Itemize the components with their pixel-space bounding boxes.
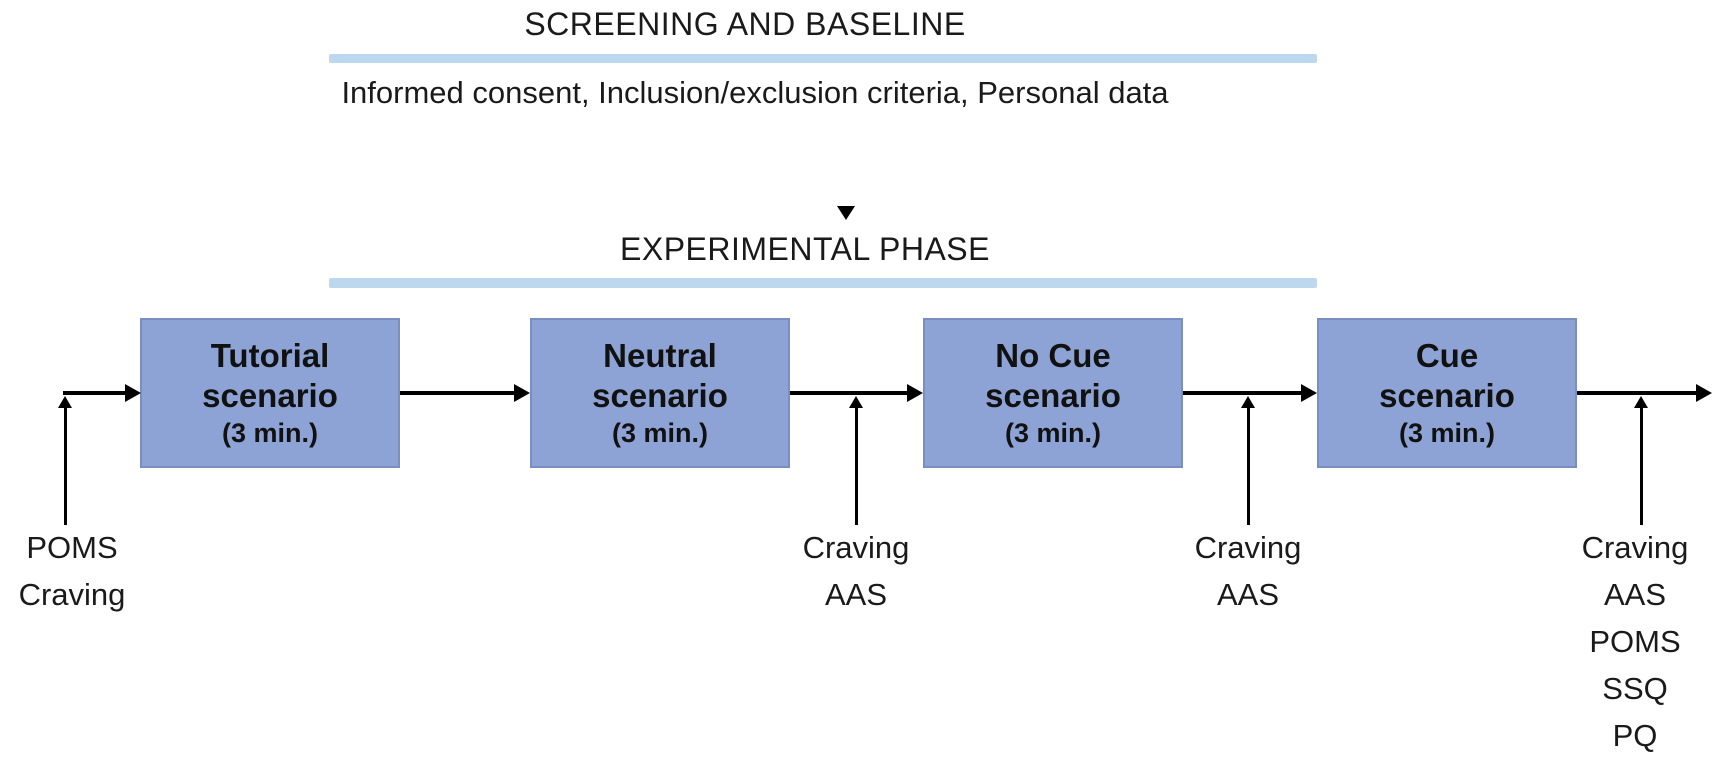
screening-phase-title: SCREENING AND BASELINE xyxy=(524,6,966,42)
scenario-box-tutorial: Tutorial scenario (3 min.) xyxy=(140,318,400,468)
box-title-line1: Neutral xyxy=(603,337,717,374)
measure-line-baseline xyxy=(64,407,67,525)
box-title-line2: scenario xyxy=(1379,377,1515,414)
measure-line-after-cue xyxy=(1640,407,1643,525)
measure-item: AAS xyxy=(1603,577,1667,612)
box-title-line2: scenario xyxy=(202,377,338,414)
arrow-right-icon xyxy=(1301,384,1317,402)
box-duration: (3 min.) xyxy=(1004,418,1101,448)
flow-line-neutral-nocue xyxy=(790,391,907,395)
measure-list-after-neutral: Craving AAS xyxy=(781,524,931,618)
arrow-up-icon xyxy=(1241,396,1255,408)
arrow-up-icon xyxy=(58,396,72,408)
experimental-phase-title: EXPERIMENTAL PHASE xyxy=(620,231,990,267)
measure-item: Craving xyxy=(1581,530,1689,565)
box-title-line1: No Cue xyxy=(995,337,1111,374)
measure-item: SSQ xyxy=(1602,671,1668,706)
arrow-right-icon xyxy=(514,384,530,402)
arrow-up-icon xyxy=(1634,396,1648,408)
arrow-right-icon xyxy=(125,384,141,402)
scenario-box-cue: Cue scenario (3 min.) xyxy=(1317,318,1577,468)
measure-line-after-neutral xyxy=(855,407,858,525)
arrow-down-icon xyxy=(837,206,855,220)
flow-line-start xyxy=(63,391,125,395)
measure-item: PQ xyxy=(1612,718,1658,753)
box-duration: (3 min.) xyxy=(1398,418,1495,448)
flow-line-nocue-cue xyxy=(1183,391,1301,395)
screening-divider-bar xyxy=(329,54,1317,63)
measure-item: AAS xyxy=(1216,577,1280,612)
measure-item: POMS xyxy=(1589,624,1681,659)
flow-line-tutorial-neutral xyxy=(400,391,514,395)
experimental-divider-bar xyxy=(329,278,1317,288)
box-title-line2: scenario xyxy=(985,377,1121,414)
measure-item: AAS xyxy=(824,577,888,612)
flow-line-end xyxy=(1577,391,1696,395)
measure-list-baseline: POMS Craving xyxy=(0,524,147,618)
measure-item: Craving xyxy=(802,530,910,565)
arrow-right-icon xyxy=(1696,384,1712,402)
box-duration: (3 min.) xyxy=(221,418,318,448)
box-title-line2: scenario xyxy=(592,377,728,414)
scenario-box-neutral: Neutral scenario (3 min.) xyxy=(530,318,790,468)
box-duration: (3 min.) xyxy=(611,418,708,448)
screening-description: Informed consent, Inclusion/exclusion cr… xyxy=(341,75,1169,110)
measure-item: POMS xyxy=(26,530,118,565)
measure-line-after-nocue xyxy=(1247,407,1250,525)
arrow-up-icon xyxy=(849,396,863,408)
box-title-line1: Cue xyxy=(1415,337,1479,374)
measure-list-after-cue: Craving AAS POMS SSQ PQ xyxy=(1560,524,1710,759)
measure-item: Craving xyxy=(18,577,126,612)
scenario-box-no-cue: No Cue scenario (3 min.) xyxy=(923,318,1183,468)
arrow-right-icon xyxy=(907,384,923,402)
measure-item: Craving xyxy=(1194,530,1302,565)
measure-list-after-nocue: Craving AAS xyxy=(1173,524,1323,618)
box-title-line1: Tutorial xyxy=(210,337,330,374)
